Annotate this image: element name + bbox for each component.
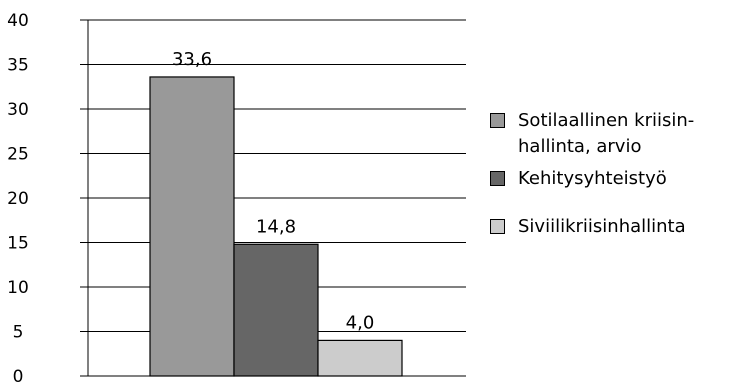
y-tick-label: 30 [7,100,29,120]
y-tick-label: 40 [7,11,29,31]
y-axis-ticks: 0 5 10 15 20 25 30 35 40 [7,11,29,386]
legend-item-kehitysyhteistyo: Kehitysyhteistyö [490,166,740,192]
bars [149,76,403,377]
legend-label-sotilaallinen-line1: Sotilaallinen kriisin- [518,110,695,131]
legend: Sotilaallinen kriisin- hallinta, arvio K… [490,100,740,240]
data-label-0: 33,6 [172,49,212,70]
gridlines [80,19,466,377]
legend-label-kehitysyhteistyo: Kehitysyhteistyö [518,168,667,189]
bar-0 [149,76,235,377]
legend-label-sotilaallinen-line2: hallinta, arvio [518,136,642,157]
y-tick-label: 20 [7,189,29,209]
legend-swatch-kehitysyhteistyo [490,171,505,186]
legend-swatch-sotilaallinen [490,113,505,128]
bar-chart: 0 5 10 15 20 25 30 35 40 33,6 14,8 4,0 [7,11,466,386]
data-label-1: 14,8 [256,216,296,237]
legend-item-siviili: Siviilikriisinhallinta [490,214,740,240]
y-tick-label: 35 [7,56,29,76]
y-tick-label: 5 [13,323,24,343]
y-tick-label: 10 [7,278,29,298]
data-labels: 33,6 14,8 4,0 [172,49,374,333]
data-label-2: 4,0 [346,312,375,333]
y-tick-label: 0 [13,367,24,386]
y-tick-label: 15 [7,234,29,254]
legend-swatch-siviili [490,219,505,234]
bar-1 [233,243,319,377]
bar-2 [317,339,403,377]
legend-label-siviili: Siviilikriisinhallinta [518,216,686,237]
y-tick-label: 25 [7,145,29,165]
legend-item-sotilaallinen: Sotilaallinen kriisin- hallinta, arvio [490,108,740,160]
